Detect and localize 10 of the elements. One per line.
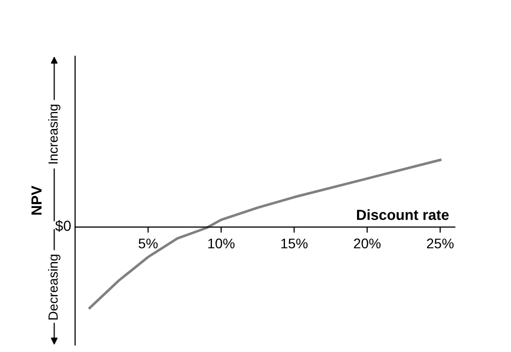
x-axis-title: Discount rate bbox=[357, 209, 449, 220]
x-tick-label: 25% bbox=[426, 238, 454, 248]
text: Decreasing bbox=[48, 254, 60, 320]
y-axis-title: NPV bbox=[32, 186, 42, 215]
x-tick-label: 20% bbox=[354, 238, 381, 248]
x-tick-label: 15% bbox=[281, 238, 308, 248]
x-tick-label: 10% bbox=[208, 238, 235, 248]
x-tick-label: 5% bbox=[138, 238, 158, 248]
text: $0 bbox=[55, 220, 71, 232]
text: Increasing bbox=[48, 104, 60, 164]
